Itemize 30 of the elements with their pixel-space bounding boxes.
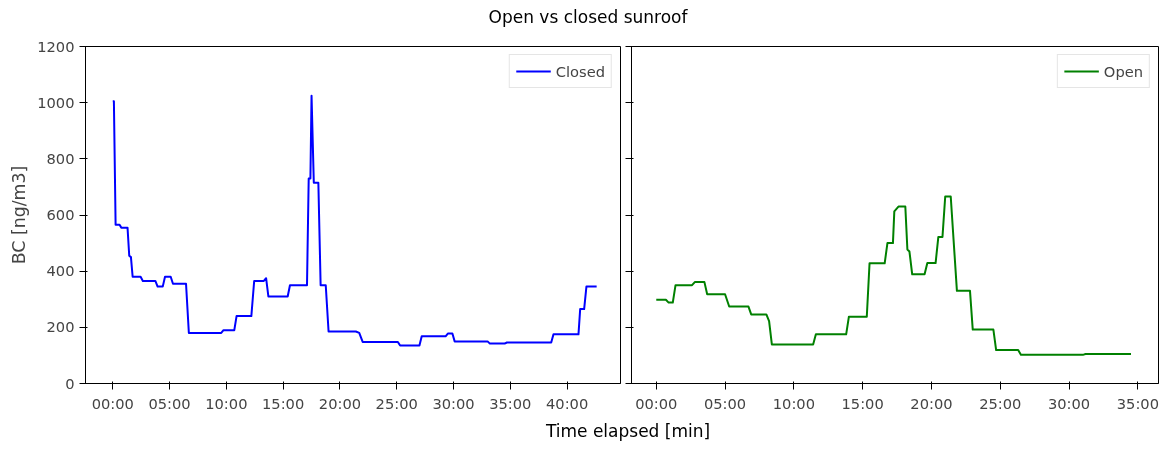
y-tick-label: 400: [46, 262, 75, 280]
chart-title: Open vs closed sunroof: [488, 6, 688, 29]
x-tick-label: 10:00: [205, 394, 248, 412]
x-tick-label: 30:00: [432, 394, 475, 412]
legend-label: Closed: [555, 62, 605, 80]
x-tick-label: 10:00: [772, 394, 815, 412]
x-tick-label: 35:00: [1116, 394, 1159, 412]
x-tick-label: 25:00: [375, 394, 418, 412]
y-tick-label: 0: [65, 374, 75, 392]
x-tick-label: 05:00: [148, 394, 191, 412]
x-tick-label: 20:00: [910, 394, 953, 412]
x-tick-label: 15:00: [841, 394, 884, 412]
x-tick-label: 30:00: [1047, 394, 1091, 412]
legend-label: Open: [1103, 62, 1143, 80]
x-tick-label: 15:00: [262, 394, 305, 412]
y-tick-label: 600: [46, 206, 75, 223]
y-tick-label: 200: [46, 318, 75, 336]
y-tick-label: 1200: [37, 37, 75, 55]
x-tick-label: 00:00: [635, 394, 678, 412]
y-tick-label: 1000: [37, 93, 75, 111]
x-tick-label: 20:00: [318, 394, 362, 412]
y-axis-title: BC [ng/m3]: [9, 165, 30, 265]
x-tick-label: 05:00: [703, 394, 747, 412]
x-tick-label: 25:00: [979, 394, 1022, 412]
x-tick-label: 40:00: [546, 394, 589, 412]
x-tick-label: 00:00: [91, 394, 134, 412]
x-axis-title: Time elapsed [min]: [545, 420, 711, 443]
x-tick-label: 35:00: [489, 394, 532, 412]
y-tick-label: 800: [46, 149, 75, 167]
line-series: [111, 94, 598, 347]
